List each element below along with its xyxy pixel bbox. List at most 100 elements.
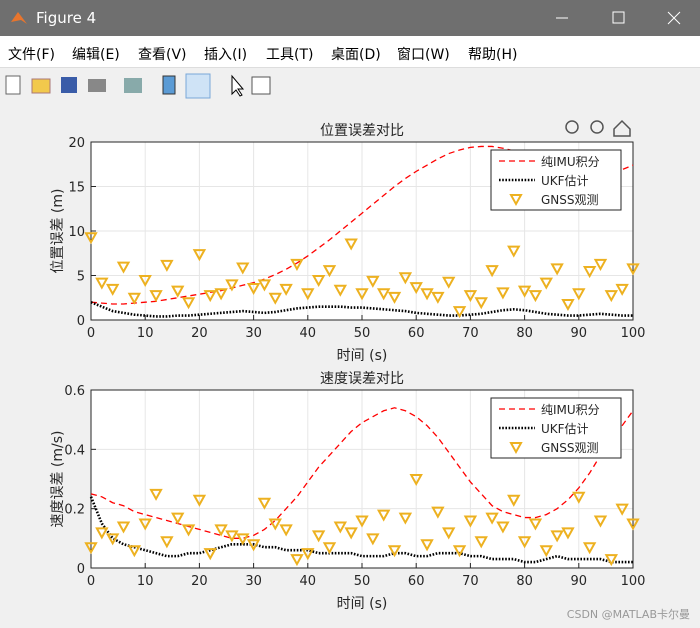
gnss-marker [626, 518, 640, 531]
toolbar [0, 67, 700, 102]
gnss-marker [84, 232, 98, 245]
gnss-marker [203, 548, 217, 561]
chart-title: 速度误差对比 [320, 371, 404, 387]
gnss-marker [431, 506, 445, 519]
axes-box [90, 389, 634, 569]
y-axis-label: 速度误差 (m/s) [50, 430, 66, 527]
gnss-marker [225, 530, 239, 543]
y-tick-label: 0.2 [64, 503, 85, 518]
gnss-marker [409, 474, 423, 487]
close[interactable] [667, 11, 681, 25]
menu-item[interactable]: 编辑(E) [72, 47, 120, 63]
save-icon[interactable] [61, 77, 77, 93]
x-tick-label: 0 [87, 326, 95, 341]
series-line [90, 300, 633, 318]
y-tick-label: 5 [77, 270, 85, 285]
menu-item[interactable]: 插入(I) [204, 47, 248, 63]
gnss-marker [322, 542, 337, 555]
link-icon[interactable] [124, 78, 142, 93]
x-tick-label: 80 [516, 326, 533, 341]
gnss-marker [127, 545, 142, 558]
gnss-marker [626, 263, 640, 276]
gnss-marker [387, 291, 402, 304]
y-axis-label: 位置误差 (m) [50, 188, 66, 273]
gnss-marker [257, 497, 272, 510]
legend-label: UKF估计 [541, 174, 589, 188]
gnss-marker [442, 527, 456, 540]
legend-label: GNSS观测 [541, 193, 599, 207]
gnss-marker [236, 262, 250, 275]
gnss-marker [539, 277, 553, 290]
gnss-marker [290, 554, 304, 567]
gnss-marker [214, 524, 228, 537]
series-line [90, 145, 634, 305]
title-bar: Figure 4 [0, 0, 700, 36]
legend: 纯IMU积分 UKF估计 GNSS观测 [490, 149, 622, 211]
gnss-marker [442, 276, 456, 289]
x-axis-label: 时间 (s) [337, 348, 388, 364]
gnss-marker [311, 530, 326, 543]
open-icon[interactable] [31, 78, 51, 94]
gnss-marker [496, 521, 510, 534]
home[interactable] [613, 119, 631, 137]
gnss-marker [279, 524, 293, 537]
menu-item[interactable]: 文件(F) [8, 47, 55, 63]
menu-item[interactable]: 桌面(D) [331, 47, 381, 63]
gnss-marker [301, 288, 315, 301]
series-line [90, 407, 634, 539]
gnss-marker [582, 266, 597, 279]
gnss-marker [181, 297, 196, 310]
print-icon[interactable] [88, 79, 106, 92]
colorbar-icon[interactable] [162, 75, 176, 95]
window-title: Figure 4 [36, 9, 97, 27]
x-tick-label: 60 [408, 326, 425, 341]
axes-toolbar [565, 119, 631, 137]
gnss-marker [149, 488, 163, 501]
gnss-marker [344, 238, 358, 251]
gnss-marker [452, 545, 467, 558]
window-controls [556, 11, 681, 25]
gnss-marker [322, 265, 337, 278]
y-tick-label: 10 [68, 225, 85, 240]
gnss-marker [116, 521, 131, 534]
y-tick-label: 0 [77, 314, 85, 329]
gnss-marker [593, 258, 608, 271]
zoom-in[interactable] [565, 120, 579, 134]
maximize[interactable] [612, 11, 625, 24]
gnss-marker [268, 518, 282, 531]
menu-bar: 文件(F) 编辑(E) 查看(V) 插入(I) 工具(T) 桌面(D) 窗口(W) 帮助(H) [0, 36, 700, 67]
menu-item[interactable]: 查看(V) [138, 47, 187, 63]
gnss-marker [615, 283, 629, 296]
menu-item[interactable]: 窗口(W) [397, 47, 450, 63]
y-tick-label: 0.6 [64, 384, 85, 399]
x-tick-label: 10 [137, 574, 154, 589]
menu-item[interactable]: 帮助(H) [468, 47, 518, 63]
x-tick-label: 60 [408, 574, 425, 589]
gnss-marker [214, 288, 228, 301]
legend: 纯IMU积分 UKF估计 GNSS观测 [490, 397, 622, 459]
legend-icon[interactable] [185, 73, 211, 99]
series-line [89, 496, 633, 564]
new-icon[interactable] [5, 75, 21, 95]
menu-item[interactable]: 工具(T) [266, 47, 314, 63]
gnss-marker [398, 272, 413, 285]
gnss-marker [463, 515, 478, 528]
gnss-marker [301, 548, 315, 561]
zoom-out[interactable] [590, 120, 604, 134]
inspector-icon[interactable] [251, 76, 271, 95]
x-tick-label: 100 [621, 574, 646, 589]
gnss-marker [582, 542, 597, 555]
gnss-marker [171, 512, 185, 525]
gnss-marker [485, 512, 499, 525]
gnss-marker [604, 290, 619, 303]
gnss-marker [160, 259, 174, 272]
gnss-marker [192, 494, 207, 507]
cursor-icon[interactable] [231, 74, 245, 97]
gnss-marker [452, 306, 467, 319]
gnss-marker [246, 282, 261, 296]
gnss-marker [149, 290, 163, 303]
gnss-marker [474, 536, 488, 549]
gnss-marker [138, 518, 152, 531]
